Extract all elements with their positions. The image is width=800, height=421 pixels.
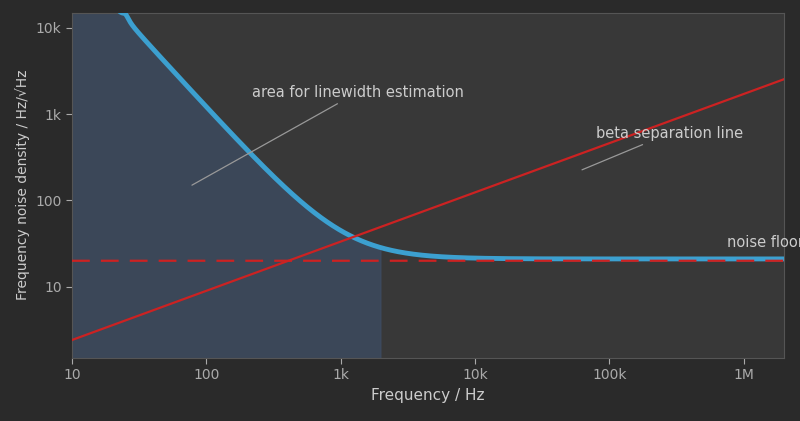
Text: beta separation line: beta separation line [582, 126, 743, 170]
Text: noise floor: noise floor [726, 234, 800, 250]
Text: area for linewidth estimation: area for linewidth estimation [192, 85, 464, 185]
X-axis label: Frequency / Hz: Frequency / Hz [371, 388, 485, 403]
Y-axis label: Frequency noise density / Hz/√Hz: Frequency noise density / Hz/√Hz [15, 70, 30, 301]
